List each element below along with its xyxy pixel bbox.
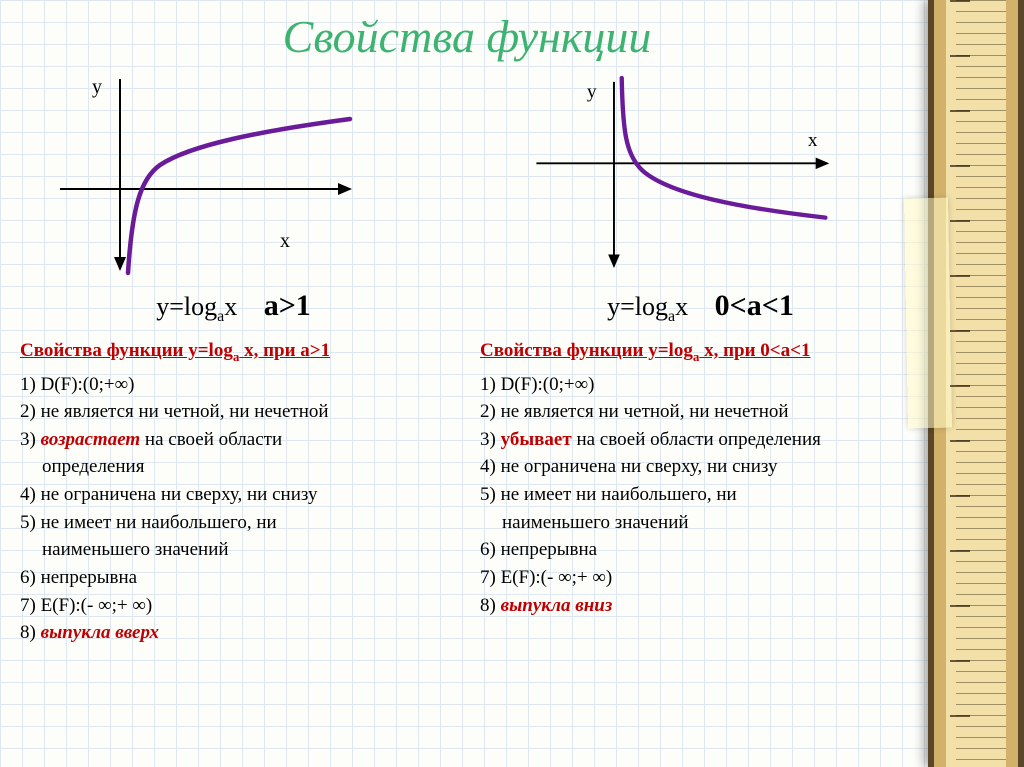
list-item: 8) выпукла вверх (20, 620, 454, 646)
right-formula: y=logax 0<a<1 (487, 289, 914, 326)
left-formula: y=logax a>1 (20, 289, 447, 326)
list-item: 2) не является ни четной, ни нечетной (480, 399, 914, 425)
right-properties-header: Свойства функции y=loga x, при 0<a<1 (480, 338, 914, 365)
list-item: 2) не является ни четной, ни нечетной (20, 399, 454, 425)
right-properties: Свойства функции y=loga x, при 0<a<1 1) … (480, 338, 914, 648)
x-axis-label: x (280, 230, 290, 252)
list-item: 7) E(F):(- ∞;+ ∞) (20, 593, 454, 619)
log-decreasing-plot: y x (517, 69, 837, 279)
left-chart: y x y=logax a>1 (20, 69, 447, 332)
list-item: 1) D(F):(0;+∞) (20, 372, 454, 398)
right-chart: y x y=logax 0<a<1 (487, 69, 914, 332)
x-axis-label: x (808, 130, 818, 151)
log-increasing-plot: y x (50, 69, 370, 279)
left-properties: Свойства функции y=loga x, при a>1 1) D(… (20, 338, 454, 648)
left-properties-list: 1) D(F):(0;+∞) 2) не является ни четной,… (20, 372, 454, 646)
list-item: 3) возрастает на своей области (20, 427, 454, 453)
y-axis-label: y (92, 76, 102, 98)
y-axis-label: y (587, 81, 597, 102)
page-title: Свойства функции (20, 10, 914, 63)
log-curve-rising (128, 119, 350, 273)
list-item: определения (20, 454, 454, 480)
charts-row: y x y=logax a>1 y x y=logax 0<a<1 (20, 69, 914, 332)
left-properties-header: Свойства функции y=loga x, при a>1 (20, 338, 454, 365)
list-item: 6) непрерывна (480, 537, 914, 563)
list-item: 3) убывает на своей области определения (480, 427, 914, 453)
list-item: 7) E(F):(- ∞;+ ∞) (480, 565, 914, 591)
list-item: наименьшего значений (480, 510, 914, 536)
list-item: 4) не ограничена ни сверху, ни снизу (480, 454, 914, 480)
right-properties-list: 1) D(F):(0;+∞) 2) не является ни четной,… (480, 372, 914, 619)
slide-content: Свойства функции y x y=logax a>1 y (0, 0, 1024, 767)
list-item: 8) выпукла вниз (480, 593, 914, 619)
list-item: 5) не имеет ни наибольшего, ни (20, 510, 454, 536)
list-item: 6) непрерывна (20, 565, 454, 591)
log-curve-falling (622, 78, 826, 218)
list-item: 5) не имеет ни наибольшего, ни (480, 482, 914, 508)
list-item: 1) D(F):(0;+∞) (480, 372, 914, 398)
list-item: наименьшего значений (20, 537, 454, 563)
list-item: 4) не ограничена ни сверху, ни снизу (20, 482, 454, 508)
properties-row: Свойства функции y=loga x, при a>1 1) D(… (20, 338, 914, 648)
